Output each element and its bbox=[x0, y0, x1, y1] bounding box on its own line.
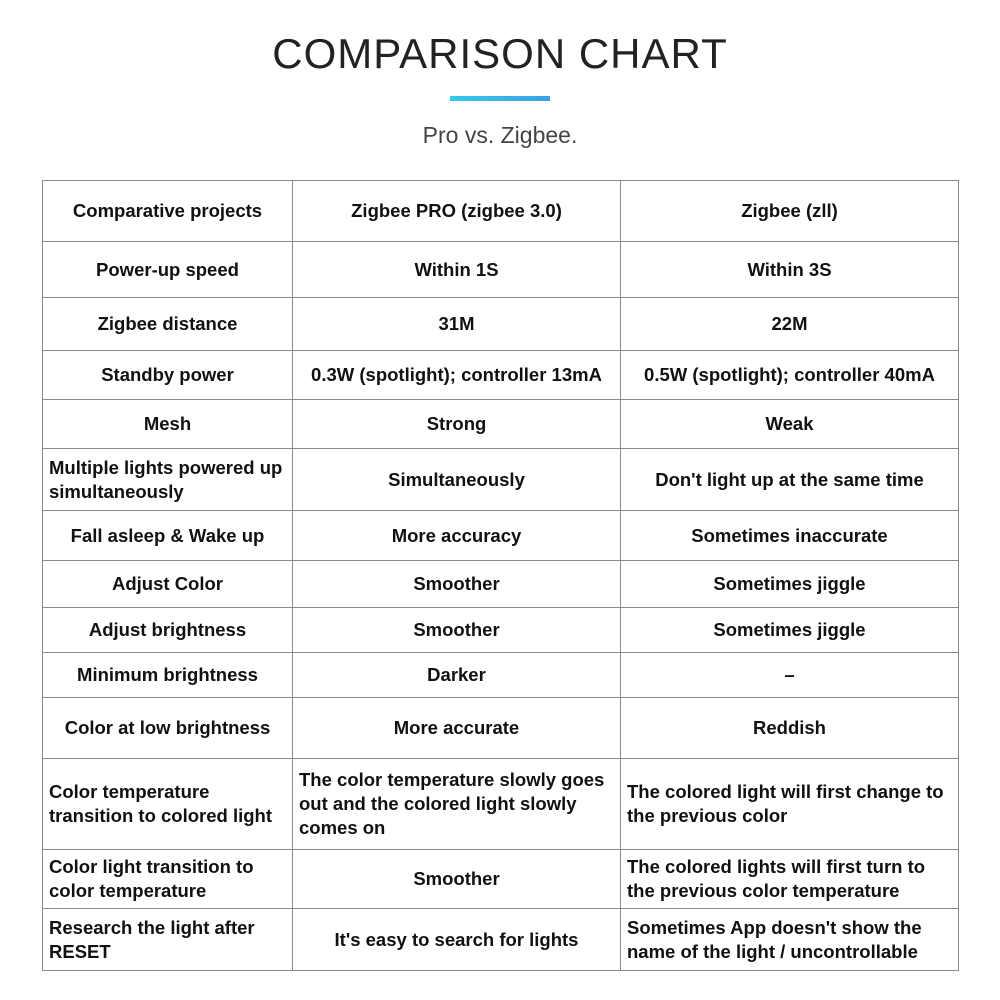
table-cell: Darker bbox=[292, 652, 621, 698]
table-cell: Within 1S bbox=[292, 241, 621, 298]
subtitle: Pro vs. Zigbee. bbox=[422, 122, 578, 148]
table-cell: 0.3W (spotlight); controller 13mA bbox=[292, 350, 621, 400]
table-row: Standby power 0.3W (spotlight); controlle… bbox=[42, 350, 959, 400]
table-cell: Mesh bbox=[42, 399, 293, 449]
table-cell: Color light transition to color temperat… bbox=[42, 849, 293, 909]
table-cell: Research the light after RESET bbox=[42, 908, 293, 971]
table-row: Power-up speed Within 1S Within 3S bbox=[42, 241, 959, 298]
table-row: Minimum brightness Darker – bbox=[42, 652, 959, 698]
table-row: Color light transition to color temperat… bbox=[42, 849, 959, 909]
table-cell: The colored lights will first turn to th… bbox=[620, 849, 959, 909]
table-cell: Sometimes jiggle bbox=[620, 560, 959, 608]
table-row: Mesh Strong Weak bbox=[42, 399, 959, 449]
title: COMPARISON CHART bbox=[272, 30, 728, 77]
table-cell: Smoother bbox=[292, 560, 621, 608]
table-row: Fall asleep & Wake up More accuracy Someti… bbox=[42, 510, 959, 561]
header-cell: Comparative projects bbox=[42, 180, 293, 242]
table-row: Research the light after RESET It's easy … bbox=[42, 908, 959, 971]
table-cell: Reddish bbox=[620, 697, 959, 759]
table-cell: 22M bbox=[620, 297, 959, 351]
table-cell: Power-up speed bbox=[42, 241, 293, 298]
table-cell: The colored light will first change to t… bbox=[620, 758, 959, 850]
table-cell: 31M bbox=[292, 297, 621, 351]
title-underline bbox=[450, 96, 550, 101]
table-row: Zigbee distance 31M 22M bbox=[42, 297, 959, 351]
table-cell: Don't light up at the same time bbox=[620, 448, 959, 511]
table-cell: Zigbee distance bbox=[42, 297, 293, 351]
table-cell: Smoother bbox=[292, 849, 621, 909]
table-cell: Color at low brightness bbox=[42, 697, 293, 759]
header-cell: Zigbee PRO (zigbee 3.0) bbox=[292, 180, 621, 242]
table-cell: More accuracy bbox=[292, 510, 621, 561]
table-cell: It's easy to search for lights bbox=[292, 908, 621, 971]
table-cell: Standby power bbox=[42, 350, 293, 400]
table-row: Color temperature transition to colored … bbox=[42, 758, 959, 850]
table-row: Color at low brightness More accurate Redd… bbox=[42, 697, 959, 759]
table-row: Multiple lights powered up simultaneousl… bbox=[42, 448, 959, 511]
table-cell: Multiple lights powered up simultaneousl… bbox=[42, 448, 293, 511]
table-cell: Simultaneously bbox=[292, 448, 621, 511]
table-cell: Sometimes jiggle bbox=[620, 607, 959, 653]
table-cell: – bbox=[620, 652, 959, 698]
table-cell: Smoother bbox=[292, 607, 621, 653]
table-cell: Within 3S bbox=[620, 241, 959, 298]
table-row: Comparative projects Zigbee PRO (zigbee 3… bbox=[42, 180, 959, 242]
table-row: Adjust Color Smoother Sometimes jiggle bbox=[42, 560, 959, 608]
table-row: Adjust brightness Smoother Sometimes jiggl… bbox=[42, 607, 959, 653]
header-cell: Zigbee (zll) bbox=[620, 180, 959, 242]
table-cell: Fall asleep & Wake up bbox=[42, 510, 293, 561]
table-cell: Minimum brightness bbox=[42, 652, 293, 698]
comparison-table: Comparative projects Zigbee PRO (zigbee 3… bbox=[42, 180, 959, 971]
table-cell: Color temperature transition to colored … bbox=[42, 758, 293, 850]
table-cell: Sometimes App doesn't show the name of t… bbox=[620, 908, 959, 971]
table-cell: Sometimes inaccurate bbox=[620, 510, 959, 561]
table-cell: Adjust Color bbox=[42, 560, 293, 608]
table-cell: 0.5W (spotlight); controller 40mA bbox=[620, 350, 959, 400]
table-cell: The color temperature slowly goes out an… bbox=[292, 758, 621, 850]
table-cell: More accurate bbox=[292, 697, 621, 759]
table-cell: Strong bbox=[292, 399, 621, 449]
table-cell: Weak bbox=[620, 399, 959, 449]
table-cell: Adjust brightness bbox=[42, 607, 293, 653]
